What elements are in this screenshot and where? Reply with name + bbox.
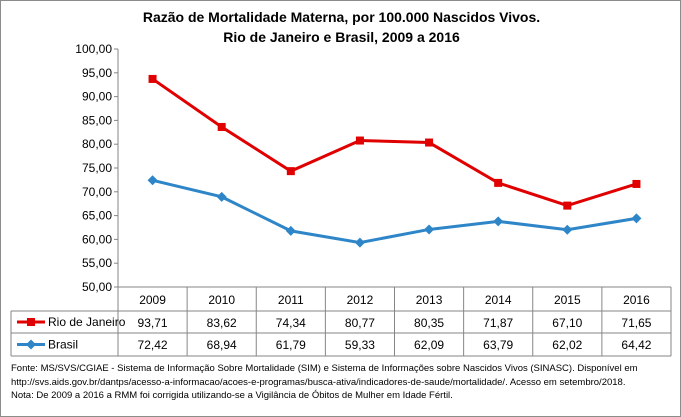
data-label: 71,65 [621,316,651,330]
y-tick-label: 55,00 [82,256,112,270]
data-point-marker [216,191,227,202]
data-point-marker [424,224,435,235]
data-point-marker [631,213,642,224]
data-label: 62,09 [414,338,444,352]
data-label: 80,77 [345,316,375,330]
data-point-marker [493,216,504,227]
y-tick-label: 90,00 [82,90,112,104]
x-tick-label: 2013 [416,293,443,307]
x-tick-label: 2015 [554,293,581,307]
chart-title: Razão de Mortalidade Materna, por 100.00… [1,7,680,47]
x-tick-label: 2010 [208,293,235,307]
data-point-marker [286,167,295,176]
y-tick-label: 60,00 [82,232,112,246]
legend-label: Brasil [48,338,78,352]
y-tick-label: 75,00 [82,161,112,175]
title-line-2: Rio de Janeiro e Brasil, 2009 a 2016 [223,29,460,45]
note-source: Fonte: MS/SVS/CGIAE - Sistema de Informa… [11,363,638,374]
x-tick-label: 2014 [485,293,512,307]
data-point-marker [285,225,296,236]
data-point-marker [562,224,573,235]
data-label: 83,62 [207,316,237,330]
data-label: 62,02 [552,338,582,352]
title-line-1: Razão de Mortalidade Materna, por 100.00… [142,9,541,25]
y-tick-label: 100,00 [75,42,112,56]
x-tick-label: 2012 [347,293,374,307]
legend-marker [26,339,36,350]
legend-label: Rio de Janeiro [48,315,126,329]
data-point-marker [563,201,572,210]
x-tick-label: 2016 [623,293,650,307]
data-label: 59,33 [345,338,375,352]
x-tick-label: 2011 [278,293,304,307]
data-point-marker [354,237,365,248]
data-label: 74,34 [276,316,306,330]
data-label: 72,42 [138,338,168,352]
data-label: 80,35 [414,316,444,330]
data-point-marker [355,136,364,145]
note-url: http://svs.aids.gov.br/dantps/acesso-a-i… [11,376,626,388]
source-notes: Fonte: MS/SVS/CGIAE - Sistema de Informa… [11,362,638,403]
data-label: 68,94 [207,338,237,352]
series-line-0 [151,77,637,208]
y-tick-label: 80,00 [82,137,112,151]
data-point-marker [148,74,157,83]
data-label: 63,79 [483,338,513,352]
data-point-marker [632,179,641,188]
data-label: 71,87 [483,316,513,330]
data-label: 61,79 [276,338,306,352]
data-label: 93,71 [138,316,168,330]
data-point-marker [217,122,226,131]
y-tick-label: 70,00 [82,185,112,199]
legend-marker [27,318,35,326]
data-label: 67,10 [552,316,582,330]
y-tick-label: 85,00 [82,113,112,127]
data-point-marker [425,138,434,147]
y-tick-label: 50,00 [82,280,112,294]
y-tick-label: 95,00 [82,66,112,80]
note-correction: Nota: De 2009 a 2016 a RMM foi corrigida… [11,390,453,401]
series-line-1 [152,178,637,245]
data-point-marker [494,178,503,187]
y-tick-label: 65,00 [82,209,112,223]
data-label: 64,42 [621,338,651,352]
x-tick-label: 2009 [139,293,166,307]
data-point-marker [147,175,158,186]
